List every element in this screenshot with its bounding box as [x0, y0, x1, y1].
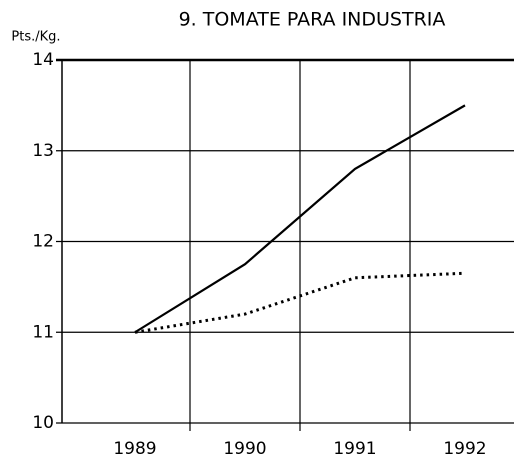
y-tick-label: 12: [32, 232, 54, 252]
x-tick-label: 1990: [223, 439, 266, 459]
x-tick-label: 1989: [113, 439, 156, 459]
x-tick-label: 1991: [333, 439, 376, 459]
y-tick-label: 14: [32, 50, 54, 70]
y-axis-label: Pts./Kg.: [11, 30, 60, 45]
chart-title: 9. TOMATE PARA INDUSTRIA: [179, 9, 446, 31]
y-tick-label: 10: [32, 413, 54, 433]
data-line: [134, 271, 466, 334]
x-tick-label: 1992: [443, 439, 486, 459]
y-tick-label: 13: [32, 141, 54, 161]
data-line: [134, 104, 466, 334]
y-tick-label: 11: [32, 322, 54, 342]
